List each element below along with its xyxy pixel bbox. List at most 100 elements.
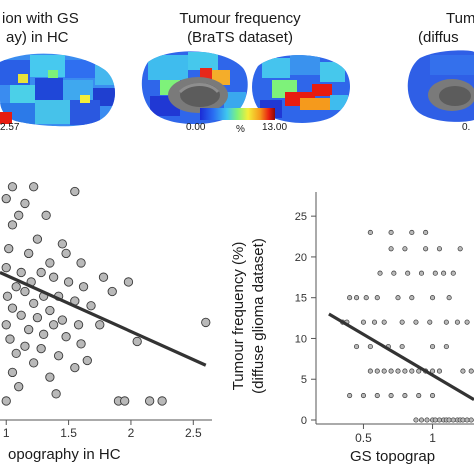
left-data-point xyxy=(7,303,18,313)
left-data-point xyxy=(14,210,24,220)
left-data-point xyxy=(48,272,59,282)
left-xtick-label: 1 xyxy=(3,426,10,440)
left-data-point xyxy=(29,358,39,368)
right-data-point xyxy=(391,270,397,276)
right-data-point xyxy=(388,229,394,236)
right-data-point xyxy=(454,319,460,325)
right-data-point xyxy=(429,392,436,399)
left-regression-line xyxy=(0,270,207,367)
left-data-point xyxy=(7,182,18,192)
left-data-point xyxy=(76,258,86,268)
right-ylabel-line2: (diffuse glioma dataset) xyxy=(250,236,267,396)
right-data-point xyxy=(363,295,369,301)
right-data-point xyxy=(360,392,367,399)
right-data-point xyxy=(423,246,429,252)
right-data-point xyxy=(460,417,466,423)
left-xlabel: opography in HC xyxy=(8,446,121,463)
right-data-point xyxy=(388,246,394,252)
left-data-point xyxy=(98,272,109,282)
right-data-point xyxy=(460,368,466,374)
left-data-point xyxy=(57,239,68,249)
right-ylabel-text: Tumour frequency (%) xyxy=(230,241,247,391)
right-xtick-label: 1 xyxy=(429,431,436,445)
left-data-point xyxy=(36,343,46,354)
left-data-point xyxy=(36,267,46,278)
right-data-point xyxy=(371,319,378,325)
right-ytick-label: 25 xyxy=(295,211,307,223)
right-regression-line xyxy=(328,312,474,401)
middle-panel-title-line2: (BraTS dataset) xyxy=(187,29,293,46)
left-data-point xyxy=(1,263,11,273)
right-data-point xyxy=(413,319,419,325)
right-data-point xyxy=(399,319,405,325)
right-data-point xyxy=(402,246,408,252)
left-data-point xyxy=(144,396,155,406)
right-data-point xyxy=(395,368,401,374)
right-panel-title-line1: Tum xyxy=(446,10,474,27)
right-data-point xyxy=(423,229,429,236)
right-data-point xyxy=(441,270,447,276)
left-data-point xyxy=(82,355,92,366)
left-data-point xyxy=(20,341,30,351)
right-ytick-label: 0 xyxy=(301,415,307,427)
right-data-point xyxy=(436,368,443,374)
right-data-point xyxy=(446,295,452,301)
right-data-point xyxy=(374,392,380,399)
left-data-point xyxy=(7,220,18,230)
left-data-point xyxy=(11,348,21,359)
right-data-point xyxy=(388,368,394,374)
left-data-point xyxy=(41,210,51,220)
right-ytick-label: 20 xyxy=(295,252,307,264)
left-data-point xyxy=(201,317,211,328)
right-data-point xyxy=(418,417,425,423)
right-data-point xyxy=(402,392,408,399)
left-data-point xyxy=(120,396,130,406)
left-data-point xyxy=(132,336,142,347)
left-data-point xyxy=(32,313,43,323)
left-data-point xyxy=(86,301,96,311)
right-data-point xyxy=(347,392,353,399)
right-data-point xyxy=(450,270,456,276)
left-panel-title-line1: ion with GS xyxy=(2,10,79,27)
right-data-point xyxy=(416,368,422,374)
left-data-point xyxy=(4,243,14,254)
left-data-point xyxy=(29,182,39,192)
left-xtick-label: 2 xyxy=(128,426,135,440)
left-data-point xyxy=(51,389,61,399)
right-data-point xyxy=(468,417,474,423)
right-ytick-label: 10 xyxy=(295,333,307,345)
right-data-point xyxy=(409,229,415,236)
right-data-point xyxy=(436,246,443,252)
right-data-point xyxy=(347,295,353,301)
right-ytick-label: 15 xyxy=(295,293,307,305)
right-data-point xyxy=(418,270,425,276)
right-panel-title-line2: (diffus xyxy=(418,29,459,46)
left-data-point xyxy=(24,324,34,335)
left-colorbar-max: 2.57 xyxy=(0,122,20,133)
right-data-point xyxy=(374,295,380,301)
right-data-point xyxy=(413,417,419,423)
left-data-point xyxy=(1,194,11,204)
right-data-point xyxy=(367,229,373,236)
left-data-point xyxy=(24,248,34,259)
right-data-point xyxy=(416,392,422,399)
right-data-point xyxy=(432,417,438,423)
right-colorbar-min: 0. xyxy=(462,122,471,133)
left-data-point xyxy=(76,339,86,349)
left-data-point xyxy=(70,186,80,197)
right-data-point xyxy=(464,319,470,325)
left-data-point xyxy=(1,320,11,330)
right-data-point xyxy=(432,270,438,276)
left-data-point xyxy=(53,351,64,361)
right-data-point xyxy=(429,368,436,374)
left-data-point xyxy=(1,396,11,406)
left-data-point xyxy=(20,198,30,209)
left-data-point xyxy=(63,277,74,287)
left-data-point xyxy=(38,329,49,339)
right-data-point xyxy=(446,417,452,423)
left-data-point xyxy=(107,286,117,297)
right-data-point xyxy=(388,392,394,399)
left-xtick-label: 2.5 xyxy=(185,426,202,440)
left-data-point xyxy=(5,334,15,344)
